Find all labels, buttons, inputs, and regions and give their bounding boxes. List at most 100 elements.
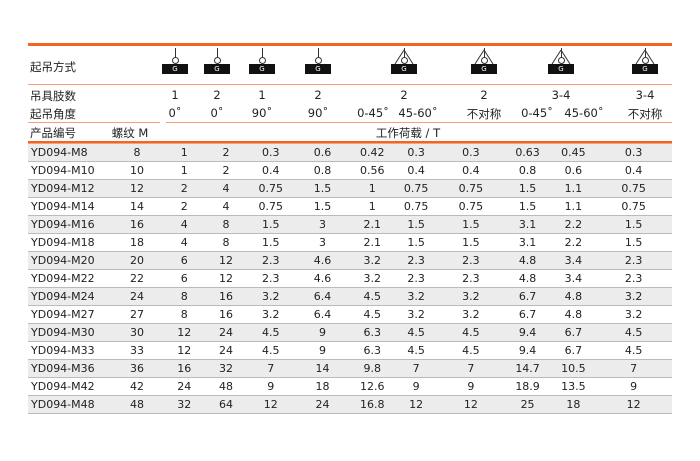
lifting-diagram-icon: G (467, 46, 501, 78)
value-cell: 9 (412, 380, 420, 393)
value-cell: 7 (438, 359, 504, 378)
value-cell: 0.6 (294, 143, 351, 162)
value-cell: 12 (205, 251, 247, 270)
value-cell: 4 (205, 179, 247, 198)
value-cell: 0.42 (350, 143, 395, 162)
value-cell: 12 (438, 395, 504, 414)
value-cell: 2.2 (551, 215, 596, 234)
angle-value: 45-60˚ (398, 106, 438, 120)
value-cell: 4.5 (438, 323, 504, 342)
value-cell: 2.3 (595, 251, 672, 270)
value-cell: 3.2 (407, 308, 425, 321)
value-cell: 6.4 (294, 287, 351, 306)
value-cell: 9 (294, 323, 351, 342)
value-cell: 3 (294, 215, 351, 234)
value-cell: 18 (130, 236, 144, 249)
value-cell: 25 (503, 395, 552, 414)
value-cell: 4.5 (246, 323, 295, 342)
legs-value: 3-4 (635, 88, 655, 102)
value-cell: 0.75 (394, 179, 439, 198)
value-cell: 0.6 (564, 164, 583, 177)
value-cell: 18 (315, 380, 330, 393)
value-cell: 0.3 (595, 143, 672, 162)
table-row: YD094-M24 24 8 16 3.2 6.4 4.5 3.2 3.2 6.7 4.8 3.2 (28, 287, 672, 306)
value-cell: 6.7 (503, 287, 552, 306)
value-cell: 24 (205, 323, 247, 342)
value-cell: 1.5 (503, 179, 552, 198)
legs-value: 1 (171, 88, 179, 102)
table-row: YD094-M20 20 6 12 2.3 4.6 3.2 2.3 2.3 4.8 3.4 2.3 (28, 251, 672, 270)
value-cell: 2.1 (350, 215, 395, 234)
value-cell: 30 (110, 323, 164, 342)
angle-value: 90˚ (251, 106, 273, 120)
divider (28, 141, 672, 143)
angle-value: 0˚ (210, 106, 224, 120)
product-code-cell: YD094-M42 (31, 380, 95, 393)
value-cell: 16 (110, 215, 164, 234)
value-cell: 8 (163, 287, 206, 306)
value-cell: 3.2 (595, 287, 672, 306)
value-cell: 1.5 (624, 236, 643, 249)
lifting-diagram-icon: G (158, 46, 192, 78)
legs-value: 1 (258, 88, 266, 102)
value-cell: 24 (110, 287, 164, 306)
value-cell: 0.75 (621, 200, 646, 213)
product-code-cell: YD094-M24 (28, 287, 111, 306)
value-cell: 2.3 (262, 272, 280, 285)
value-cell: 9 (267, 380, 275, 393)
value-cell: 12.6 (360, 380, 385, 393)
divider (28, 122, 160, 123)
value-cell: 24 (218, 344, 233, 357)
value-cell: 7 (394, 359, 439, 378)
value-cell: 20 (110, 251, 164, 270)
value-cell: 18 (551, 395, 596, 414)
value-cell: 0.63 (503, 143, 552, 162)
thread-header: 螺纹 M (111, 126, 149, 140)
legs-row: 吊具肢数 1 2 1 2 2 2 3-4 3-4 (28, 86, 672, 104)
value-cell: 4.8 (518, 272, 537, 285)
value-cell: 0.4 (624, 164, 643, 177)
value-cell: 3.2 (624, 308, 643, 321)
value-cell: 9.8 (350, 359, 395, 378)
value-cell: 16 (205, 287, 247, 306)
value-cell: 1.5 (407, 236, 425, 249)
divider (166, 122, 672, 123)
product-code-cell: YD094-M14 (31, 200, 95, 213)
product-code-cell: YD094-M27 (31, 308, 95, 321)
value-cell: 16.8 (350, 395, 395, 414)
table-row: YD094-M36 36 16 32 7 14 9.8 7 7 14.7 10.5 7 (28, 359, 672, 378)
value-cell: 22 (130, 272, 144, 285)
value-cell: 12 (163, 323, 206, 342)
value-cell: 3.1 (503, 215, 552, 234)
value-cell: 4.8 (564, 308, 583, 321)
value-cell: 3.2 (350, 251, 395, 270)
legs-value: 2 (400, 88, 408, 102)
table-row: YD094-M18 18 4 8 1.5 3 2.1 1.5 1.5 3.1 2.2 1.5 (28, 234, 672, 252)
legs-value: 2 (314, 88, 322, 102)
value-cell: 12 (110, 179, 164, 198)
value-cell: 36 (110, 359, 164, 378)
angle-row: 起吊角度 0˚ 0˚ 90˚ 90˚ 0-45˚ 45-60˚ 不对称 0-45… (28, 104, 672, 122)
value-cell: 1 (368, 200, 376, 213)
product-code-cell: YD094-M30 (28, 323, 111, 342)
table-row: YD094-M16 16 4 8 1.5 3 2.1 1.5 1.5 3.1 2.2 1.5 (28, 215, 672, 234)
value-cell: 32 (205, 359, 247, 378)
value-cell: 4.5 (262, 344, 280, 357)
value-cell: 4 (163, 215, 206, 234)
product-code-cell: YD094-M20 (28, 251, 111, 270)
value-cell: 6.7 (518, 308, 537, 321)
product-code-cell: YD094-M48 (28, 395, 111, 414)
value-cell: 1.5 (313, 200, 332, 213)
product-code-cell: YD094-M18 (31, 236, 95, 249)
legs-value: 2 (213, 88, 221, 102)
value-cell: 1.5 (438, 215, 504, 234)
value-cell: 0.3 (246, 143, 295, 162)
value-cell: 1.5 (262, 236, 280, 249)
product-code-header: 产品编号 (30, 126, 76, 140)
value-cell: 3.2 (394, 287, 439, 306)
lifting-diagram-icon: G (301, 46, 335, 78)
value-cell: 13.5 (561, 380, 586, 393)
legs-value: 2 (480, 88, 488, 102)
value-cell: 14.7 (503, 359, 552, 378)
